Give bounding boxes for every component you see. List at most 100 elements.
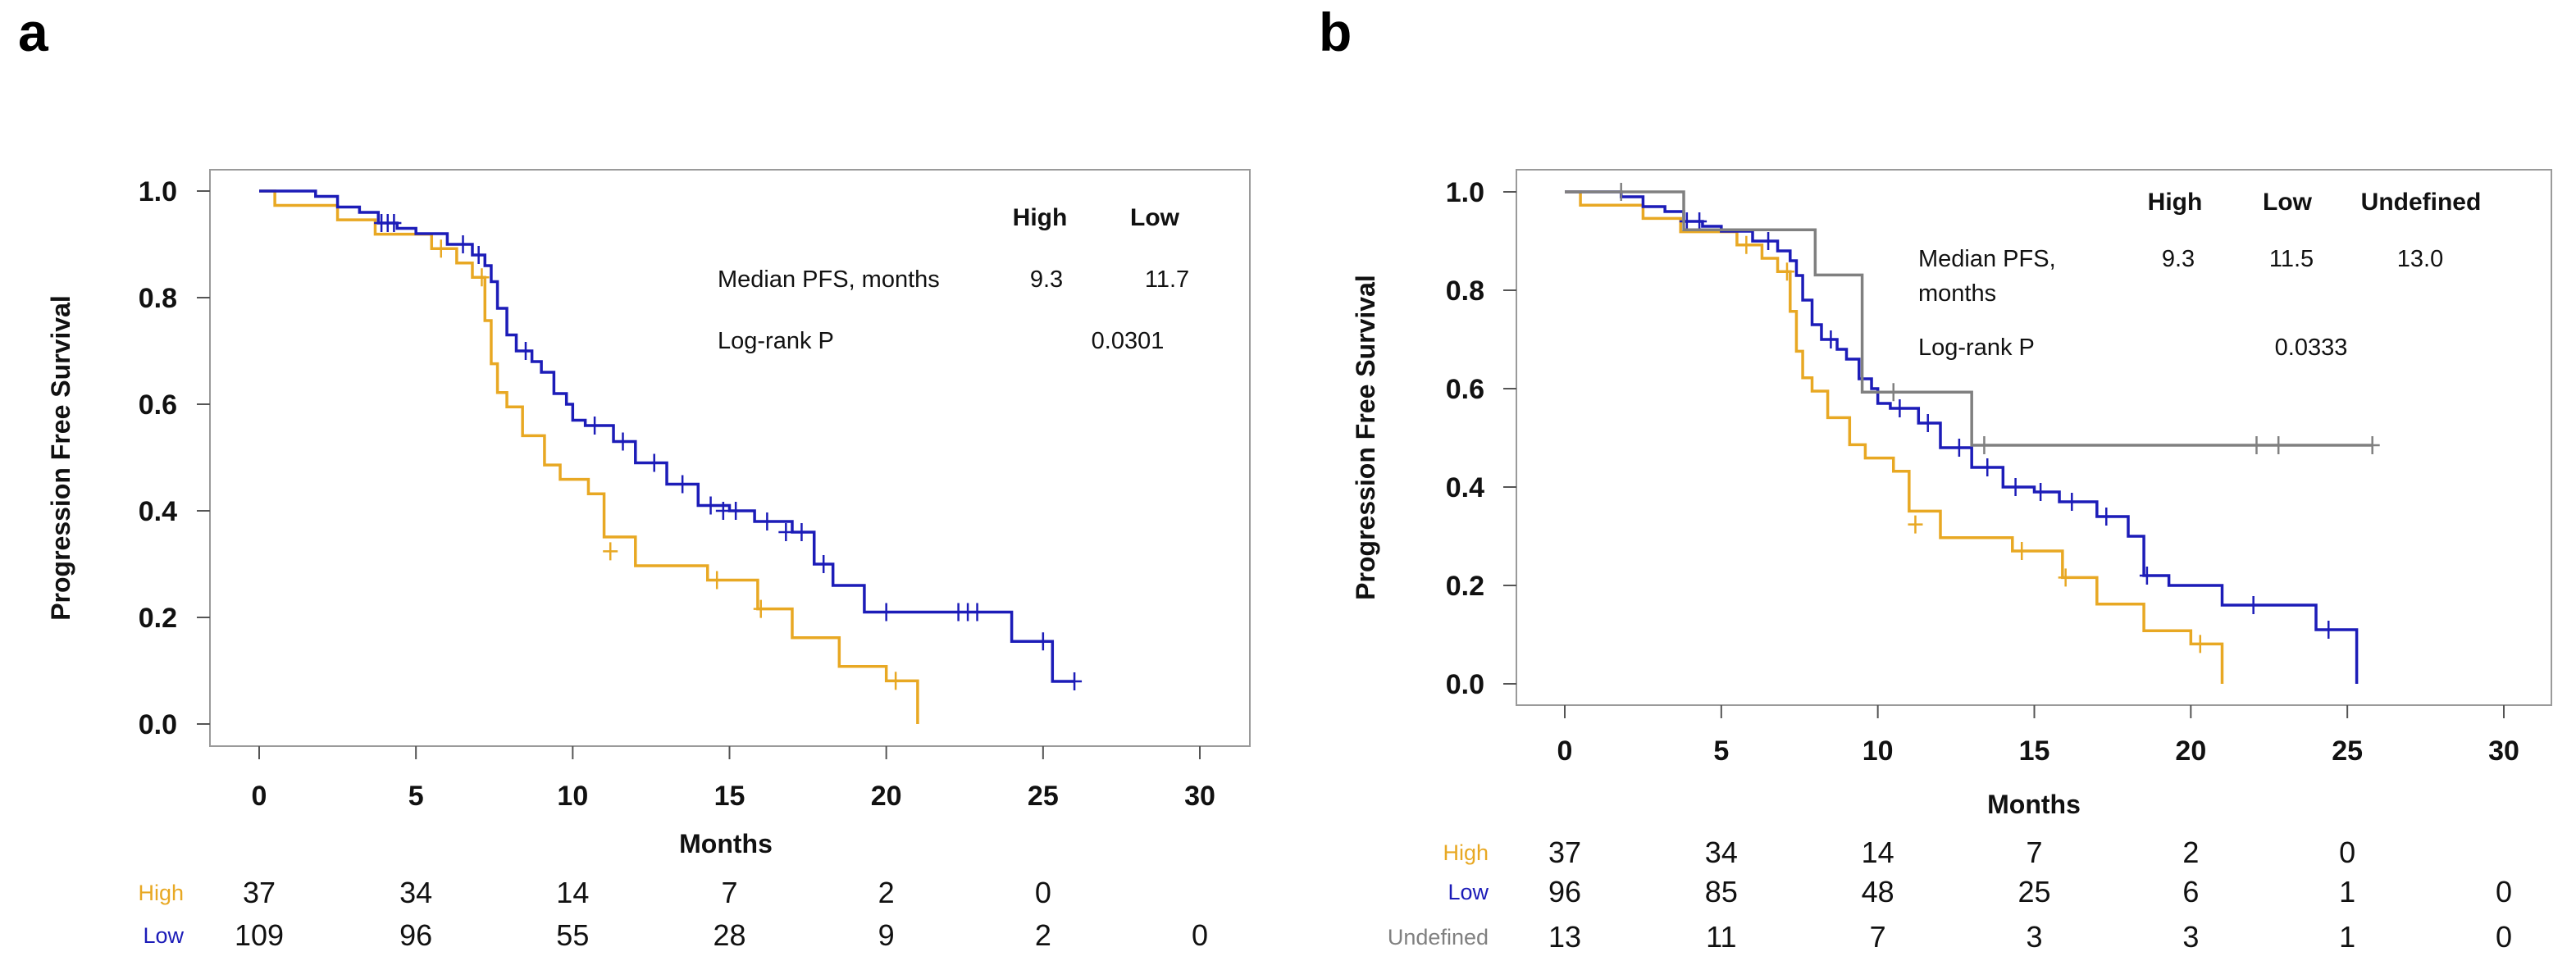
legend-value: 11.7 (1145, 266, 1189, 293)
censor-mark (474, 268, 490, 287)
legend-header: Low (2263, 189, 2313, 216)
risk-count: 0 (2339, 836, 2355, 869)
censor-mark (2008, 478, 2023, 496)
legend-value: 9.3 (1030, 266, 1063, 293)
censor-mark (1885, 383, 1901, 402)
x-tick-label: 30 (2488, 735, 2519, 767)
y-tick-label: 1.0 (139, 176, 177, 207)
censor-mark (715, 502, 731, 520)
x-tick-label: 20 (2175, 735, 2206, 767)
risk-count: 0 (1035, 876, 1051, 909)
x-tick-label: 15 (2019, 735, 2050, 767)
censor-mark (1067, 672, 1083, 690)
legend-header: High (1013, 204, 1068, 231)
censor-mark (2321, 621, 2337, 639)
risk-row-label: Low (143, 923, 184, 948)
risk-count: 85 (1705, 875, 1738, 908)
legend-row-label: Median PFS, (1918, 246, 2056, 272)
censor-mark (603, 542, 618, 561)
censor-mark (2192, 635, 2208, 653)
risk-count: 14 (1862, 836, 1894, 869)
risk-count: 96 (399, 918, 432, 952)
risk-count: 1 (2339, 920, 2355, 954)
risk-row-label: High (138, 881, 184, 905)
x-tick-label: 30 (1184, 781, 1215, 812)
km-curve-undefined (1565, 190, 2373, 447)
risk-count: 11 (1706, 920, 1736, 954)
censor-mark (794, 523, 809, 541)
censor-mark (2064, 493, 2080, 511)
y-tick-label: 0.0 (139, 709, 177, 740)
y-tick-label: 0.2 (1446, 571, 1484, 602)
censor-mark (517, 342, 533, 360)
x-tick-label: 10 (557, 781, 588, 812)
legend-value: 9.3 (2162, 246, 2195, 272)
x-tick-label: 5 (408, 781, 424, 812)
risk-count: 2 (1035, 918, 1051, 952)
y-tick-label: 0.8 (1446, 275, 1484, 307)
censor-mark (1920, 414, 1935, 432)
risk-count: 3 (2182, 920, 2199, 954)
risk-count: 37 (243, 876, 276, 909)
censor-mark (1613, 183, 1629, 201)
risk-count: 2 (2182, 836, 2199, 869)
legend-row-label: months (1918, 280, 1996, 307)
censor-mark (1779, 262, 1794, 281)
km-curve-low (1565, 190, 2359, 684)
legend-value: 0.0301 (1092, 328, 1165, 354)
x-tick-label: 5 (1713, 735, 1729, 767)
y-tick-label: 0.8 (139, 283, 177, 314)
censor-mark (433, 239, 449, 258)
panel-a-chart: 0 5 10 15 20 25 300.00.20.40.60.81.0MonthsProg… (46, 169, 1251, 952)
censor-mark (1035, 632, 1051, 651)
censor-mark (1980, 458, 1995, 476)
legend-header: Low (1130, 204, 1180, 231)
censor-mark (675, 475, 691, 494)
censor-mark (1976, 436, 1992, 454)
x-tick-label: 10 (1862, 735, 1894, 767)
censor-mark (587, 417, 603, 435)
censor-mark (2364, 436, 2380, 454)
legend-row-label: Log-rank P (718, 328, 834, 354)
censor-mark (1892, 399, 1908, 417)
risk-count: 2 (878, 876, 895, 909)
x-tick-label: 0 (252, 781, 267, 812)
censor-mark (1692, 212, 1707, 230)
risk-count: 55 (556, 918, 589, 952)
legend-value: 11.5 (2269, 246, 2314, 272)
y-tick-label: 1.0 (1446, 177, 1484, 208)
censor-mark (969, 603, 985, 622)
x-axis-title: Months (1987, 790, 2081, 819)
censor-mark (2139, 567, 2154, 585)
x-tick-label: 20 (871, 781, 902, 812)
legend-header: Undefined (2361, 189, 2482, 216)
censor-mark (2014, 542, 2030, 560)
y-tick-label: 0.2 (139, 603, 177, 634)
x-axis-title: Months (679, 829, 773, 858)
risk-count: 7 (2026, 836, 2042, 869)
x-tick-label: 25 (1028, 781, 1059, 812)
risk-count: 7 (1870, 920, 1886, 954)
risk-row-label: Low (1448, 880, 1489, 904)
censor-mark (888, 672, 904, 690)
panel-label-b: b (1319, 2, 1352, 62)
censor-mark (2245, 596, 2261, 614)
censor-mark (2058, 568, 2073, 587)
x-tick-label: 15 (714, 781, 745, 812)
censor-mark (1739, 235, 1754, 254)
censor-mark (2099, 508, 2114, 526)
y-tick-label: 0.4 (1446, 472, 1484, 503)
risk-count: 96 (1548, 875, 1581, 908)
censor-mark (1908, 515, 1923, 534)
censor-mark (709, 571, 725, 590)
censor-mark (1679, 212, 1694, 230)
censor-mark (778, 523, 794, 541)
censor-mark (816, 555, 832, 573)
risk-count: 37 (1548, 836, 1581, 869)
risk-row-label: High (1443, 840, 1489, 865)
legend-value: 13.0 (2397, 246, 2443, 272)
risk-count: 3 (2026, 920, 2042, 954)
x-tick-label: 0 (1557, 735, 1573, 767)
panel-b-chart: 0 5 10 15 20 25 300.00.20.40.60.81.0MonthsProg… (1351, 169, 2552, 954)
